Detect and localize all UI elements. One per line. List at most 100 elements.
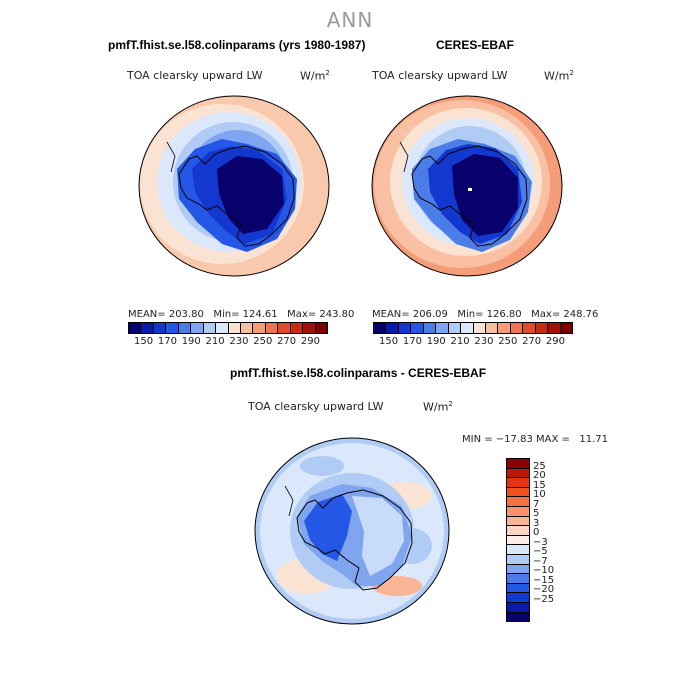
colorbar-top-l-swatch-0 [129,323,142,333]
colorbar-right [373,322,573,334]
colorbar-diff-swatch-12 [507,574,529,584]
colorbar-top-l-swatch-11 [265,323,279,333]
panel-diff-units: W/m2 [423,400,453,414]
panel-left-variable: TOA clearsky upward LW [127,69,263,82]
colorbar-top-r-swatch-13 [535,323,549,333]
panel-diff-variable: TOA clearsky upward LW [248,400,384,413]
colorbar-top-r-swatch-5 [436,323,449,333]
colorbar-top-r-tick-label: 170 [402,336,422,347]
colorbar-top-r-tick-label: 230 [474,336,494,347]
colorbar-top-r-tick-label: 290 [545,336,565,347]
colorbar-diff-tick-label: 0 [533,527,540,539]
colorbar-top-l-swatch-14 [303,323,316,333]
colorbar-top-l-swatch-10 [253,323,266,333]
colorbar-diff-swatch-5 [507,506,529,517]
colorbar-top-r-swatch-8 [473,323,486,333]
colorbar-top-l-tick-label: 230 [229,336,249,347]
colorbar-top-l-swatch-12 [278,323,291,333]
colorbar-top-l-tick-label: 250 [253,336,273,347]
panel-left-units: W/m2 [300,69,330,83]
colorbar-diff-tick-label: −25 [533,593,555,605]
panel-right-units: W/m2 [544,69,574,83]
colorbar-top-l-swatch-9 [240,323,254,333]
colorbar-diff-tick-label: −5 [533,546,548,558]
colorbar-top-l-tick-label: 270 [277,336,297,347]
colorbar-top-l-swatch-7 [216,323,229,333]
colorbar-top-l-tick-label: 170 [157,336,177,347]
panel-left-stats: MEAN= 203.80 Min= 124.61 Max= 243.80 [128,309,355,320]
colorbar-diff-tick-label: 20 [533,470,546,482]
colorbar-diff [506,458,530,622]
colorbar-top-l-tick-label: 290 [300,336,320,347]
colorbar-top-l-tick-label: 150 [134,336,154,347]
colorbar-diff-swatch-15 [507,602,529,613]
main-title: ANN [326,8,374,32]
panel-right-title: CERES-EBAF [436,38,515,52]
map-diff [254,437,450,625]
colorbar-top-r-swatch-11 [510,323,524,333]
colorbar-top-r-swatch-0 [374,323,387,333]
colorbar-top-l-swatch-8 [228,323,241,333]
colorbar-diff-ticks: 25 20 15 10 7 5 3 0 −3 −5 −7 −10 −15 −20 −25 [533,458,573,620]
colorbar-top-l-tick-label: 210 [205,336,225,347]
colorbar-top-r-tick-label: 150 [379,336,399,347]
colorbar-diff-tick-label: −20 [533,584,555,596]
colorbar-top-r-swatch-12 [523,323,536,333]
colorbar-diff-tick-label: −10 [533,565,555,577]
colorbar-left-ticks: 150 170 190 210 230 250 270 290 [134,336,320,347]
map-right [371,95,563,277]
colorbar-diff-swatch-1 [507,468,529,479]
panel-diff-stats: MIN = −17.83 MAX = 11.71 [462,434,609,445]
colorbar-top-r-swatch-9 [485,323,499,333]
colorbar-diff-tick-label: 15 [533,479,546,491]
colorbar-diff-swatch-0 [507,459,529,469]
colorbar-diff-swatch-7 [507,526,529,536]
colorbar-diff-tick-label: −15 [533,574,555,586]
colorbar-diff-tick-label: −3 [533,536,548,548]
colorbar-top-r-tick-label: 190 [426,336,446,347]
colorbar-diff-tick-label: 25 [533,460,546,472]
colorbar-diff-swatch-9 [507,545,529,555]
colorbar-top-r-swatch-14 [548,323,561,333]
panel-diff-title: pmfT.fhist.se.l58.colinparams - CERES-EB… [230,366,487,380]
colorbar-diff-swatch-13 [507,583,529,594]
colorbar-top-r-swatch-4 [423,323,437,333]
colorbar-top-l-swatch-6 [203,323,217,333]
colorbar-diff-tick-label: 5 [533,508,540,520]
colorbar-diff-tick-label: −7 [533,555,548,567]
panel-right-variable: TOA clearsky upward LW [372,69,508,82]
colorbar-diff-tick-label: 7 [533,498,540,510]
colorbar-top-r-swatch-10 [498,323,511,333]
colorbar-diff-tick-label: 3 [533,517,540,529]
colorbar-top-r-swatch-1 [386,323,399,333]
map-left [138,95,330,277]
colorbar-top-r-tick-label: 210 [450,336,470,347]
colorbar-right-ticks: 150 170 190 210 230 250 270 290 [379,336,565,347]
colorbar-diff-swatch-11 [507,564,529,575]
colorbar-diff-swatch-14 [507,593,529,603]
colorbar-top-l-swatch-2 [153,323,167,333]
colorbar-top-r-swatch-15 [560,323,572,333]
panel-left-title: pmfT.fhist.se.l58.colinparams (yrs 1980-… [108,38,366,52]
colorbar-diff-swatch-10 [507,554,529,565]
colorbar-diff-swatch-8 [507,535,529,546]
colorbar-top-r-swatch-7 [461,323,474,333]
colorbar-left [128,322,328,334]
colorbar-top-r-swatch-2 [398,323,412,333]
colorbar-top-r-tick-label: 270 [522,336,542,347]
colorbar-top-l-tick-label: 190 [181,336,201,347]
colorbar-top-l-swatch-4 [178,323,192,333]
colorbar-diff-swatch-6 [507,516,529,527]
colorbar-diff-swatch-3 [507,487,529,498]
colorbar-top-r-swatch-3 [411,323,424,333]
colorbar-diff-tick-label: 10 [533,489,546,501]
colorbar-top-l-swatch-13 [290,323,304,333]
colorbar-top-l-swatch-1 [141,323,154,333]
colorbar-top-r-swatch-6 [448,323,462,333]
colorbar-diff-swatch-4 [507,497,529,507]
panel-right-stats: MEAN= 206.09 Min= 126.80 Max= 248.76 [372,309,599,320]
colorbar-top-l-swatch-3 [166,323,179,333]
colorbar-diff-swatch-16 [507,612,529,622]
colorbar-top-l-swatch-15 [315,323,327,333]
colorbar-diff-swatch-2 [507,478,529,488]
